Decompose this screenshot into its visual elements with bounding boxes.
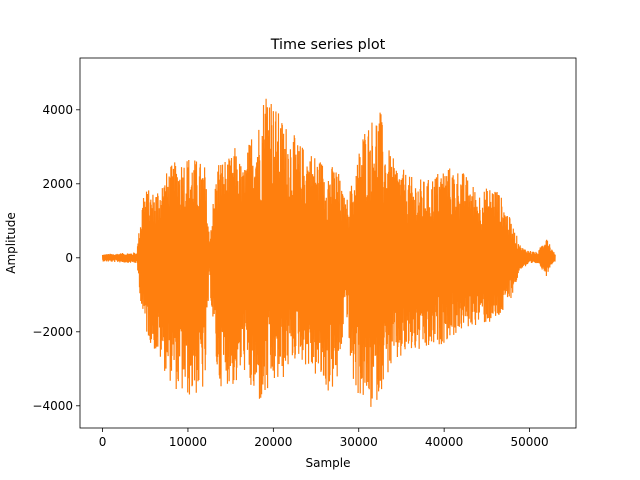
y-tick-label: 4000	[42, 103, 73, 117]
y-tick-label: 0	[65, 251, 73, 265]
y-tick-label: −4000	[32, 399, 73, 413]
x-tick-label: 50000	[510, 435, 548, 449]
x-tick-label: 0	[99, 435, 107, 449]
y-axis-ticks: −4000 −2000 0 2000 4000	[32, 103, 80, 413]
plot-frame	[79, 57, 577, 429]
chart-title: Time series plot	[270, 37, 386, 53]
x-tick-label: 40000	[425, 435, 463, 449]
x-tick-label: 10000	[169, 435, 207, 449]
x-tick-label: 30000	[340, 435, 378, 449]
x-axis-ticks: 0 10000 20000 30000 40000 50000	[99, 428, 549, 449]
signal-line	[101, 98, 556, 407]
signal-layer	[101, 98, 556, 407]
x-tick-label: 20000	[254, 435, 292, 449]
y-tick-label: −2000	[32, 325, 73, 339]
y-tick-label: 2000	[42, 177, 73, 191]
y-axis-label: Amplitude	[4, 212, 18, 274]
x-axis-label: Sample	[306, 456, 351, 470]
